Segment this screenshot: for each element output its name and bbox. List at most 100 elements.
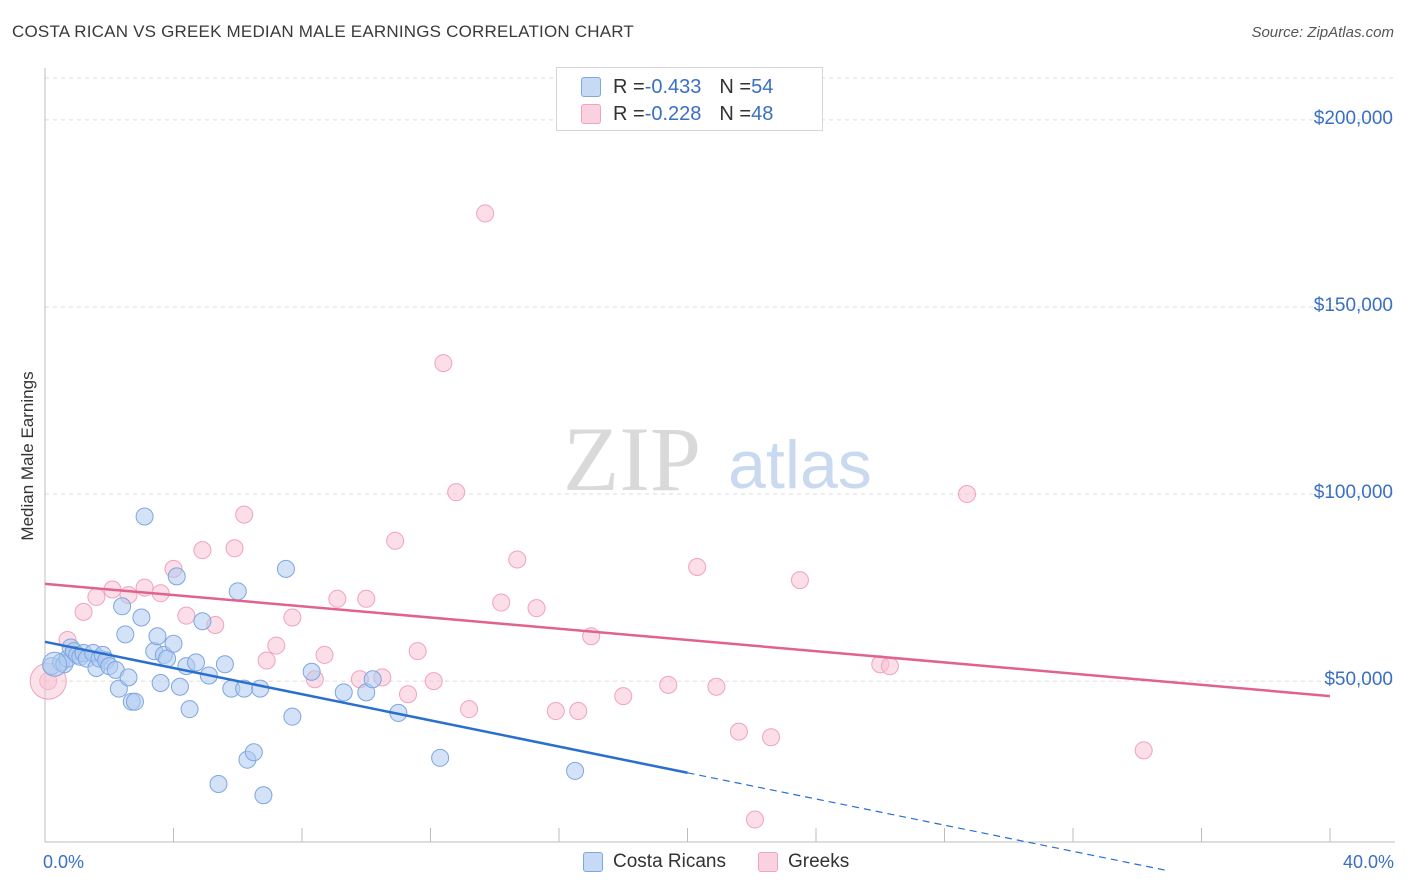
data-point (1134, 741, 1153, 760)
data-point (659, 675, 678, 694)
data-point (745, 810, 764, 829)
data-point (235, 505, 254, 524)
chart-title: COSTA RICAN VS GREEK MEDIAN MALE EARNING… (12, 22, 635, 41)
data-point (257, 651, 276, 670)
legend-swatch-pink (581, 104, 601, 124)
grid-lines (45, 77, 1395, 682)
legend-label-greeks: Greeks (788, 851, 850, 872)
y-tick-label: $200,000 (1313, 107, 1393, 129)
data-point (254, 786, 273, 805)
greeks-trend-line (44, 582, 1331, 698)
legend-swatch-blue (583, 852, 603, 872)
trend-lines (44, 582, 1331, 871)
data-point (546, 702, 565, 721)
data-point (215, 655, 234, 674)
costa-ricans-trend-line (44, 640, 688, 775)
data-point (125, 692, 144, 711)
data-point (193, 541, 212, 560)
data-point (431, 748, 450, 767)
data-point (408, 642, 427, 661)
data-point-large (42, 651, 68, 677)
data-point (424, 672, 443, 691)
data-point (447, 483, 466, 502)
x-tick-min: 0.0% (43, 852, 85, 872)
source-label: Source: ZipAtlas.com (1251, 24, 1394, 41)
legend-r-value: -0.228 (644, 102, 702, 125)
legend-r-label: R = (613, 102, 645, 125)
data-point (566, 761, 585, 780)
data-point (880, 657, 899, 676)
legend-row-greeks: R = -0.228 N = 48 (581, 102, 773, 126)
data-point (228, 582, 247, 601)
series-legend: Costa Ricans Greeks (583, 851, 881, 873)
data-point (328, 589, 347, 608)
data-point (119, 668, 138, 687)
y-tick-label: $150,000 (1313, 294, 1393, 316)
y-tick-label: $50,000 (1324, 669, 1393, 691)
watermark-zip: ZIP (563, 408, 701, 510)
data-point (302, 662, 321, 681)
data-point (177, 606, 196, 625)
legend-n-label: N = (719, 102, 752, 125)
data-point (132, 608, 151, 627)
legend-swatch-blue (581, 77, 601, 97)
costa-ricans-trend-extension (687, 772, 1167, 871)
data-point (209, 775, 228, 794)
axes (44, 68, 1395, 843)
data-point (614, 687, 633, 706)
costa-ricans-points (42, 507, 585, 805)
legend-label-costa-ricans: Costa Ricans (613, 851, 726, 872)
data-point (476, 204, 495, 223)
legend-swatch-pink (758, 852, 778, 872)
data-point (434, 354, 453, 373)
data-point (363, 670, 382, 689)
data-point (135, 507, 154, 526)
data-point (186, 653, 205, 672)
data-point (251, 679, 270, 698)
legend-r-label: R = (613, 75, 645, 98)
data-point (116, 625, 135, 644)
legend-item-greeks[interactable]: Greeks (758, 851, 849, 873)
legend-row-costa-ricans: R = -0.433 N = 54 (581, 75, 773, 99)
legend-n-value: 48 (751, 102, 774, 125)
data-point (707, 677, 726, 696)
legend-n-value: 54 (751, 75, 774, 98)
data-point (167, 567, 186, 586)
data-point (276, 559, 295, 578)
y-axis-label: Median Male Earnings (18, 371, 37, 541)
data-point (315, 645, 334, 664)
data-point (492, 593, 511, 612)
data-point (225, 539, 244, 558)
data-point (688, 558, 707, 577)
data-point (357, 589, 376, 608)
data-point (334, 683, 353, 702)
data-point (151, 673, 170, 692)
data-point (74, 602, 93, 621)
data-point (87, 587, 106, 606)
data-point (283, 707, 302, 726)
data-point (508, 550, 527, 569)
x-tick-max: 40.0% (1342, 852, 1394, 872)
data-point (762, 728, 781, 747)
legend-r-value: -0.433 (644, 75, 702, 98)
data-point (113, 597, 132, 616)
data-point (180, 700, 199, 719)
watermark-atlas: atlas (728, 427, 872, 503)
data-point (957, 485, 976, 504)
data-point (170, 677, 189, 696)
data-point (527, 599, 546, 618)
y-tick-label: $100,000 (1313, 482, 1393, 504)
legend-item-costa-ricans[interactable]: Costa Ricans (583, 851, 726, 873)
data-point (193, 612, 212, 631)
data-point (569, 702, 588, 721)
data-point (164, 634, 183, 653)
data-point (460, 700, 479, 719)
legend-n-label: N = (719, 75, 752, 98)
greeks-points (29, 204, 1153, 829)
stats-legend: R = -0.433 N = 54 R = -0.228 N = 48 (556, 67, 823, 131)
data-point (267, 636, 286, 655)
data-point (148, 627, 167, 646)
data-point (283, 608, 302, 627)
data-point (729, 722, 748, 741)
